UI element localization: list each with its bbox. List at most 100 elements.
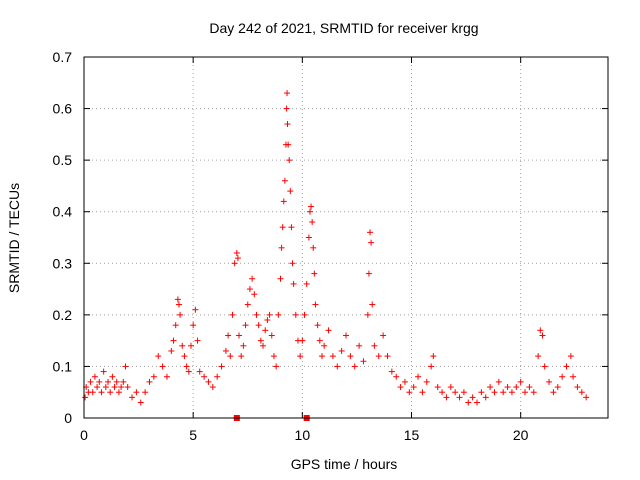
data-point bbox=[314, 322, 321, 329]
data-point bbox=[113, 378, 120, 385]
data-point bbox=[218, 363, 225, 370]
data-point bbox=[290, 280, 297, 287]
y-tick-label: 0.5 bbox=[53, 152, 73, 168]
data-point bbox=[179, 342, 186, 349]
data-point bbox=[563, 363, 570, 370]
data-point bbox=[251, 291, 258, 298]
data-point bbox=[367, 229, 374, 236]
data-point bbox=[380, 332, 387, 339]
data-point bbox=[238, 353, 245, 360]
data-point bbox=[89, 389, 96, 396]
data-point bbox=[465, 399, 472, 406]
data-point bbox=[526, 384, 533, 391]
data-point bbox=[500, 389, 507, 396]
data-point bbox=[347, 353, 354, 360]
data-point bbox=[393, 373, 400, 380]
data-point bbox=[365, 270, 372, 277]
data-point bbox=[428, 363, 435, 370]
data-point bbox=[306, 208, 313, 215]
data-point bbox=[246, 286, 253, 293]
data-point bbox=[244, 301, 251, 308]
data-point bbox=[343, 332, 349, 339]
data-point bbox=[284, 90, 291, 97]
data-point bbox=[334, 363, 341, 370]
data-point bbox=[415, 373, 422, 380]
data-point bbox=[281, 177, 288, 184]
data-point bbox=[174, 296, 181, 303]
data-point bbox=[292, 311, 299, 318]
data-point bbox=[118, 384, 125, 391]
data-point bbox=[310, 244, 317, 251]
data-point bbox=[443, 394, 450, 401]
data-point bbox=[567, 353, 574, 360]
data-point bbox=[305, 234, 312, 241]
data-point bbox=[111, 384, 118, 391]
data-point bbox=[146, 378, 153, 385]
data-point bbox=[308, 203, 315, 210]
data-point bbox=[222, 347, 229, 354]
data-point bbox=[368, 239, 375, 246]
data-point bbox=[410, 384, 417, 391]
data-point bbox=[303, 280, 310, 287]
data-point bbox=[159, 363, 166, 370]
data-point bbox=[100, 368, 107, 375]
data-point bbox=[94, 384, 101, 391]
y-tick-label: 0.1 bbox=[53, 358, 73, 374]
data-point bbox=[356, 342, 363, 349]
data-point bbox=[280, 198, 287, 205]
data-point bbox=[168, 347, 175, 354]
data-point bbox=[227, 353, 234, 360]
data-point bbox=[194, 337, 201, 344]
data-point bbox=[297, 353, 304, 360]
data-point bbox=[301, 311, 308, 318]
data-point bbox=[288, 224, 295, 231]
data-point bbox=[107, 389, 114, 396]
x-tick-label: 5 bbox=[189, 427, 197, 443]
data-point bbox=[283, 105, 290, 112]
data-point bbox=[447, 384, 454, 391]
data-point bbox=[312, 301, 319, 308]
data-point bbox=[214, 373, 221, 380]
data-point bbox=[196, 368, 203, 375]
data-point bbox=[120, 378, 127, 385]
data-point bbox=[190, 322, 197, 329]
plot-frame bbox=[83, 56, 609, 419]
data-point bbox=[325, 327, 332, 334]
data-point bbox=[233, 249, 240, 256]
data-point bbox=[122, 363, 129, 370]
data-point bbox=[278, 244, 285, 251]
data-point bbox=[286, 157, 293, 164]
x-tick-label: 20 bbox=[513, 427, 529, 443]
data-point bbox=[550, 389, 557, 396]
data-point bbox=[150, 373, 157, 380]
data-point bbox=[87, 378, 94, 385]
data-point bbox=[517, 378, 524, 385]
data-point bbox=[375, 353, 382, 360]
data-point bbox=[262, 327, 269, 334]
data-point bbox=[482, 394, 489, 401]
data-point bbox=[96, 378, 103, 385]
data-point bbox=[170, 337, 177, 344]
data-point bbox=[338, 347, 345, 354]
data-points bbox=[82, 90, 590, 406]
data-point bbox=[91, 373, 98, 380]
data-point bbox=[253, 311, 260, 318]
data-point bbox=[275, 311, 282, 318]
x-tick-label: 15 bbox=[404, 427, 420, 443]
data-point bbox=[539, 332, 546, 339]
data-point bbox=[423, 378, 430, 385]
data-point bbox=[279, 224, 286, 231]
data-point bbox=[270, 353, 277, 360]
data-point bbox=[478, 389, 485, 396]
data-point bbox=[316, 337, 323, 344]
data-point bbox=[406, 389, 413, 396]
data-point bbox=[360, 358, 367, 365]
data-point bbox=[537, 327, 544, 334]
data-point bbox=[285, 141, 292, 148]
data-point bbox=[205, 378, 212, 385]
data-point bbox=[469, 394, 476, 401]
data-point bbox=[183, 363, 190, 370]
data-point bbox=[240, 342, 247, 349]
data-point bbox=[456, 394, 463, 401]
data-point bbox=[318, 353, 325, 360]
